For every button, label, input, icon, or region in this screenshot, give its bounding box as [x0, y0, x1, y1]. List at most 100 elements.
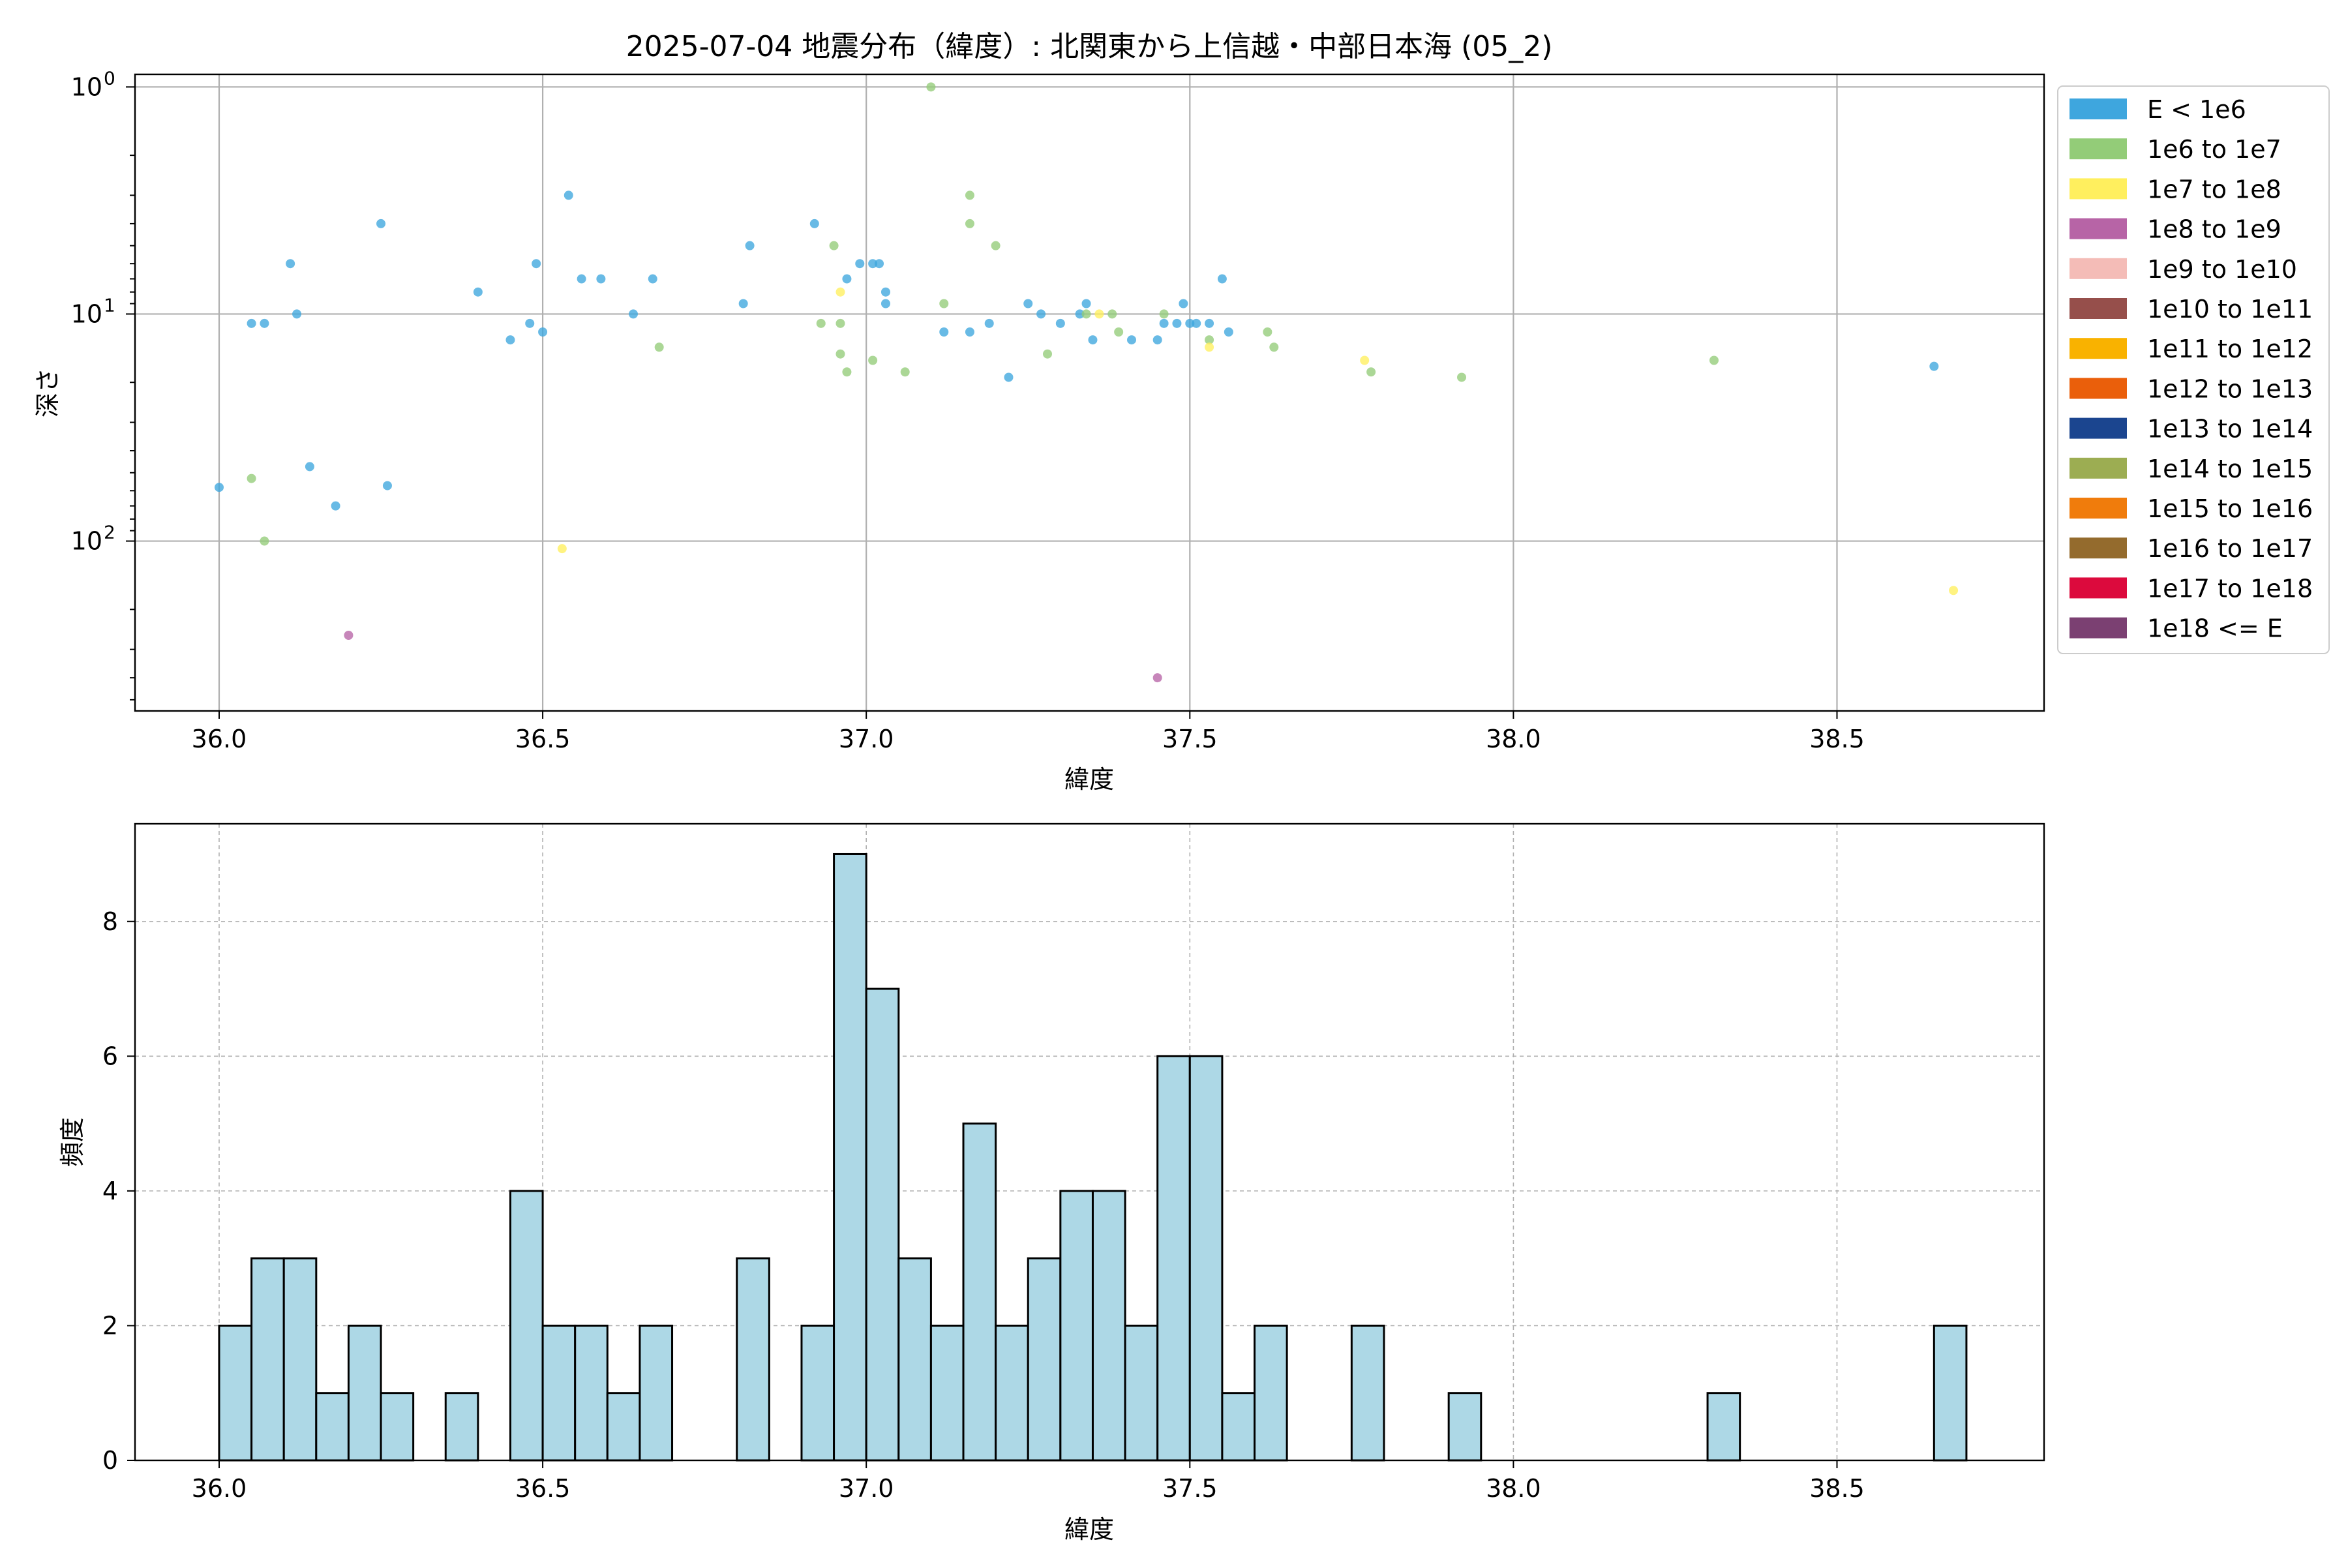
histogram-y-ticks: 0 2 4 6 8	[102, 907, 135, 1475]
histogram-bar	[1124, 1324, 1159, 1462]
legend-label: 1e9 to 1e10	[2147, 255, 2297, 284]
scatter-point	[835, 349, 845, 359]
legend-swatch	[2070, 498, 2127, 519]
histogram-y-tick-label: 4	[102, 1177, 118, 1205]
scatter-point	[376, 219, 386, 228]
scatter-point	[344, 631, 354, 641]
scatter-point	[648, 274, 657, 284]
histogram-bar	[606, 1392, 641, 1462]
histogram-bar	[897, 1257, 932, 1462]
scatter-point	[1949, 586, 1959, 596]
histogram-bar	[509, 1190, 544, 1462]
scatter-point	[532, 259, 541, 269]
scatter-point	[738, 299, 748, 309]
scatter-point	[1107, 309, 1117, 319]
histogram-y-tick-label: 2	[102, 1311, 118, 1340]
scatter-point	[473, 287, 483, 297]
legend-swatch	[2070, 338, 2127, 359]
scatter-y-axis-label: 深さ	[33, 368, 62, 417]
scatter-x-tick-label: 37.0	[839, 725, 894, 753]
histogram-x-ticks: 36.0 36.5 37.0 37.5 38.0 38.5	[192, 1460, 1865, 1503]
scatter-point	[880, 299, 890, 309]
histogram-bar	[833, 852, 867, 1462]
scatter-point	[965, 327, 974, 337]
legend-swatch	[2070, 258, 2127, 279]
scatter-point	[247, 318, 256, 328]
histogram-x-axis-label: 緯度	[1064, 1515, 1114, 1544]
histogram-bar	[1933, 1324, 1968, 1462]
scatter-point	[1192, 318, 1201, 328]
scatter-axes-frame	[134, 73, 2045, 712]
scatter-point	[1043, 349, 1053, 359]
histogram-bar	[347, 1324, 382, 1462]
scatter-x-tick-label: 36.5	[515, 725, 571, 753]
scatter-point	[1004, 372, 1014, 382]
scatter-point	[926, 82, 936, 92]
legend-label: 1e18 <= E	[2147, 614, 2283, 643]
scatter-point	[1126, 335, 1136, 345]
scatter-point	[809, 219, 819, 228]
scatter-point	[1055, 318, 1065, 328]
scatter-point	[1224, 327, 1233, 337]
scatter-point	[880, 287, 890, 297]
scatter-point	[214, 483, 224, 492]
legend-swatch	[2070, 378, 2127, 399]
histogram-x-tick-label: 38.5	[1809, 1474, 1865, 1503]
scatter-point	[939, 327, 949, 337]
scatter-y-tick-label: 10	[71, 527, 102, 556]
scatter-panel: 2025-07-04 地震分布（緯度）: 北関東から上信越・中部日本海 (05_…	[33, 30, 2330, 794]
scatter-point	[331, 501, 340, 511]
scatter-point	[875, 259, 884, 269]
scatter-y-tick-label: 10	[71, 72, 102, 101]
histogram-bar	[444, 1392, 479, 1462]
legend-swatch	[2070, 617, 2127, 639]
legend-label: 1e6 to 1e7	[2147, 135, 2281, 164]
scatter-point	[538, 327, 548, 337]
scatter-point	[1205, 342, 1214, 352]
scatter-point	[260, 536, 269, 546]
scatter-point	[505, 335, 515, 345]
histogram-x-tick-label: 37.0	[839, 1474, 894, 1503]
scatter-point	[286, 259, 295, 269]
scatter-point	[1075, 309, 1085, 319]
histogram-bar	[929, 1324, 965, 1462]
scatter-point	[842, 274, 852, 284]
scatter-point	[1457, 372, 1467, 382]
scatter-point	[564, 190, 573, 200]
scatter-point	[1159, 318, 1169, 328]
scatter-point	[260, 318, 269, 328]
scatter-point	[816, 318, 826, 328]
histogram-bar	[380, 1392, 415, 1462]
legend-swatch	[2070, 537, 2127, 559]
chart-title: 2025-07-04 地震分布（緯度）: 北関東から上信越・中部日本海 (05_…	[626, 30, 1553, 63]
legend-label: 1e8 to 1e9	[2147, 215, 2281, 244]
legend-label: 1e7 to 1e8	[2147, 175, 2281, 204]
scatter-point	[1709, 355, 1719, 365]
histogram-bar	[1706, 1392, 1741, 1462]
scatter-y-tick-exponent: 2	[104, 522, 115, 543]
scatter-point	[829, 241, 839, 250]
scatter-point	[991, 241, 1001, 250]
histogram-axes-frame	[134, 822, 2045, 1462]
scatter-x-tick-label: 36.0	[192, 725, 247, 753]
scatter-y-tick-exponent: 1	[104, 294, 115, 316]
histogram-bar	[1254, 1324, 1288, 1462]
histogram-bar	[1188, 1055, 1224, 1462]
scatter-point	[1185, 318, 1195, 328]
legend-label: E < 1e6	[2147, 95, 2246, 124]
histogram-y-axis-label: 頻度	[58, 1117, 87, 1167]
scatter-point	[557, 544, 567, 554]
scatter-point	[1023, 299, 1033, 309]
scatter-point	[855, 259, 865, 269]
scatter-point	[868, 355, 878, 365]
legend-swatch	[2070, 457, 2127, 479]
scatter-point	[835, 287, 845, 297]
histogram-bar	[1221, 1392, 1256, 1462]
scatter-point	[628, 309, 638, 319]
scatter-y-tick-label: 10	[71, 299, 102, 328]
legend-swatch	[2070, 138, 2127, 160]
scatter-point	[1172, 318, 1182, 328]
histogram-bar	[315, 1392, 350, 1462]
legend-label: 1e11 to 1e12	[2147, 335, 2313, 363]
